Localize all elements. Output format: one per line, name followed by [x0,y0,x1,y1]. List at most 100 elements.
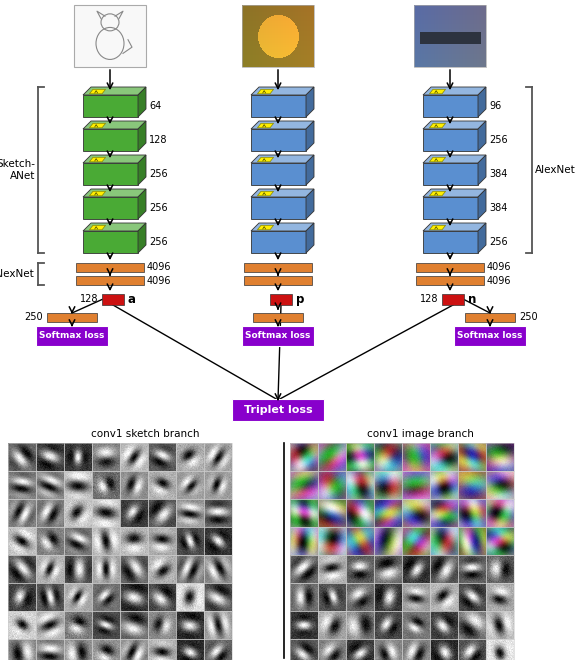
Bar [47,313,97,322]
Bar [176,639,204,660]
Polygon shape [478,87,486,117]
Polygon shape [251,197,306,219]
Bar [414,5,486,67]
Bar [244,263,312,272]
Bar [458,611,486,639]
Bar [318,443,346,471]
Bar [290,471,318,499]
Text: 384: 384 [489,169,507,179]
Bar [120,611,148,639]
Bar [36,499,64,527]
Bar [430,555,458,583]
Text: 64: 64 [149,101,161,111]
Bar [102,294,124,305]
Polygon shape [423,197,478,219]
Bar [176,611,204,639]
Text: 256: 256 [149,203,168,213]
Polygon shape [83,223,146,231]
Bar [486,499,514,527]
Polygon shape [89,157,106,162]
Polygon shape [138,155,146,185]
Text: 4096: 4096 [147,263,172,273]
Polygon shape [306,155,314,185]
Bar [402,611,430,639]
Bar [204,443,232,471]
Bar [176,527,204,555]
Bar [176,471,204,499]
Polygon shape [423,87,486,95]
Bar [430,639,458,660]
Bar [290,639,318,660]
Polygon shape [83,87,146,95]
Bar [430,611,458,639]
Bar [486,555,514,583]
Bar [64,583,92,611]
Bar [76,276,144,285]
Bar [8,611,36,639]
Bar [402,471,430,499]
Bar [120,527,148,555]
Bar [290,583,318,611]
Bar [36,639,64,660]
Bar [92,527,120,555]
Bar [290,611,318,639]
Bar [244,276,312,285]
Bar [402,555,430,583]
Bar [36,555,64,583]
Bar [8,639,36,660]
Bar [318,555,346,583]
Text: p: p [296,293,304,306]
Bar [120,443,148,471]
Bar [176,583,204,611]
Bar [430,443,458,471]
Text: 4096: 4096 [487,275,512,286]
Bar [442,294,464,305]
Bar [36,471,64,499]
Polygon shape [89,123,106,128]
Polygon shape [429,89,446,94]
Bar [148,583,176,611]
Bar [346,471,374,499]
Bar [374,555,402,583]
Bar [92,443,120,471]
Bar [318,611,346,639]
Text: conv1 image branch: conv1 image branch [367,429,474,439]
Bar [8,555,36,583]
Bar [402,583,430,611]
Polygon shape [83,231,138,253]
Polygon shape [258,123,273,128]
Text: n: n [468,293,477,306]
Bar [486,443,514,471]
Polygon shape [423,129,478,151]
FancyBboxPatch shape [36,326,108,346]
Polygon shape [306,121,314,151]
Polygon shape [478,121,486,151]
Polygon shape [258,157,273,162]
Polygon shape [478,155,486,185]
Bar [204,555,232,583]
Polygon shape [83,155,146,163]
Bar [318,639,346,660]
Bar [318,499,346,527]
Bar [8,527,36,555]
Bar [148,471,176,499]
Bar [318,527,346,555]
Text: Softmax loss: Softmax loss [457,331,523,341]
Polygon shape [138,189,146,219]
Polygon shape [306,87,314,117]
Polygon shape [429,123,446,128]
Bar [374,499,402,527]
Bar [176,555,204,583]
Bar [486,611,514,639]
Bar [318,583,346,611]
Bar [458,583,486,611]
Text: 128: 128 [79,294,98,304]
Polygon shape [423,223,486,231]
Polygon shape [138,121,146,151]
Polygon shape [83,163,138,185]
Polygon shape [423,189,486,197]
Bar [92,583,120,611]
Bar [346,611,374,639]
Bar [120,555,148,583]
Bar [92,611,120,639]
